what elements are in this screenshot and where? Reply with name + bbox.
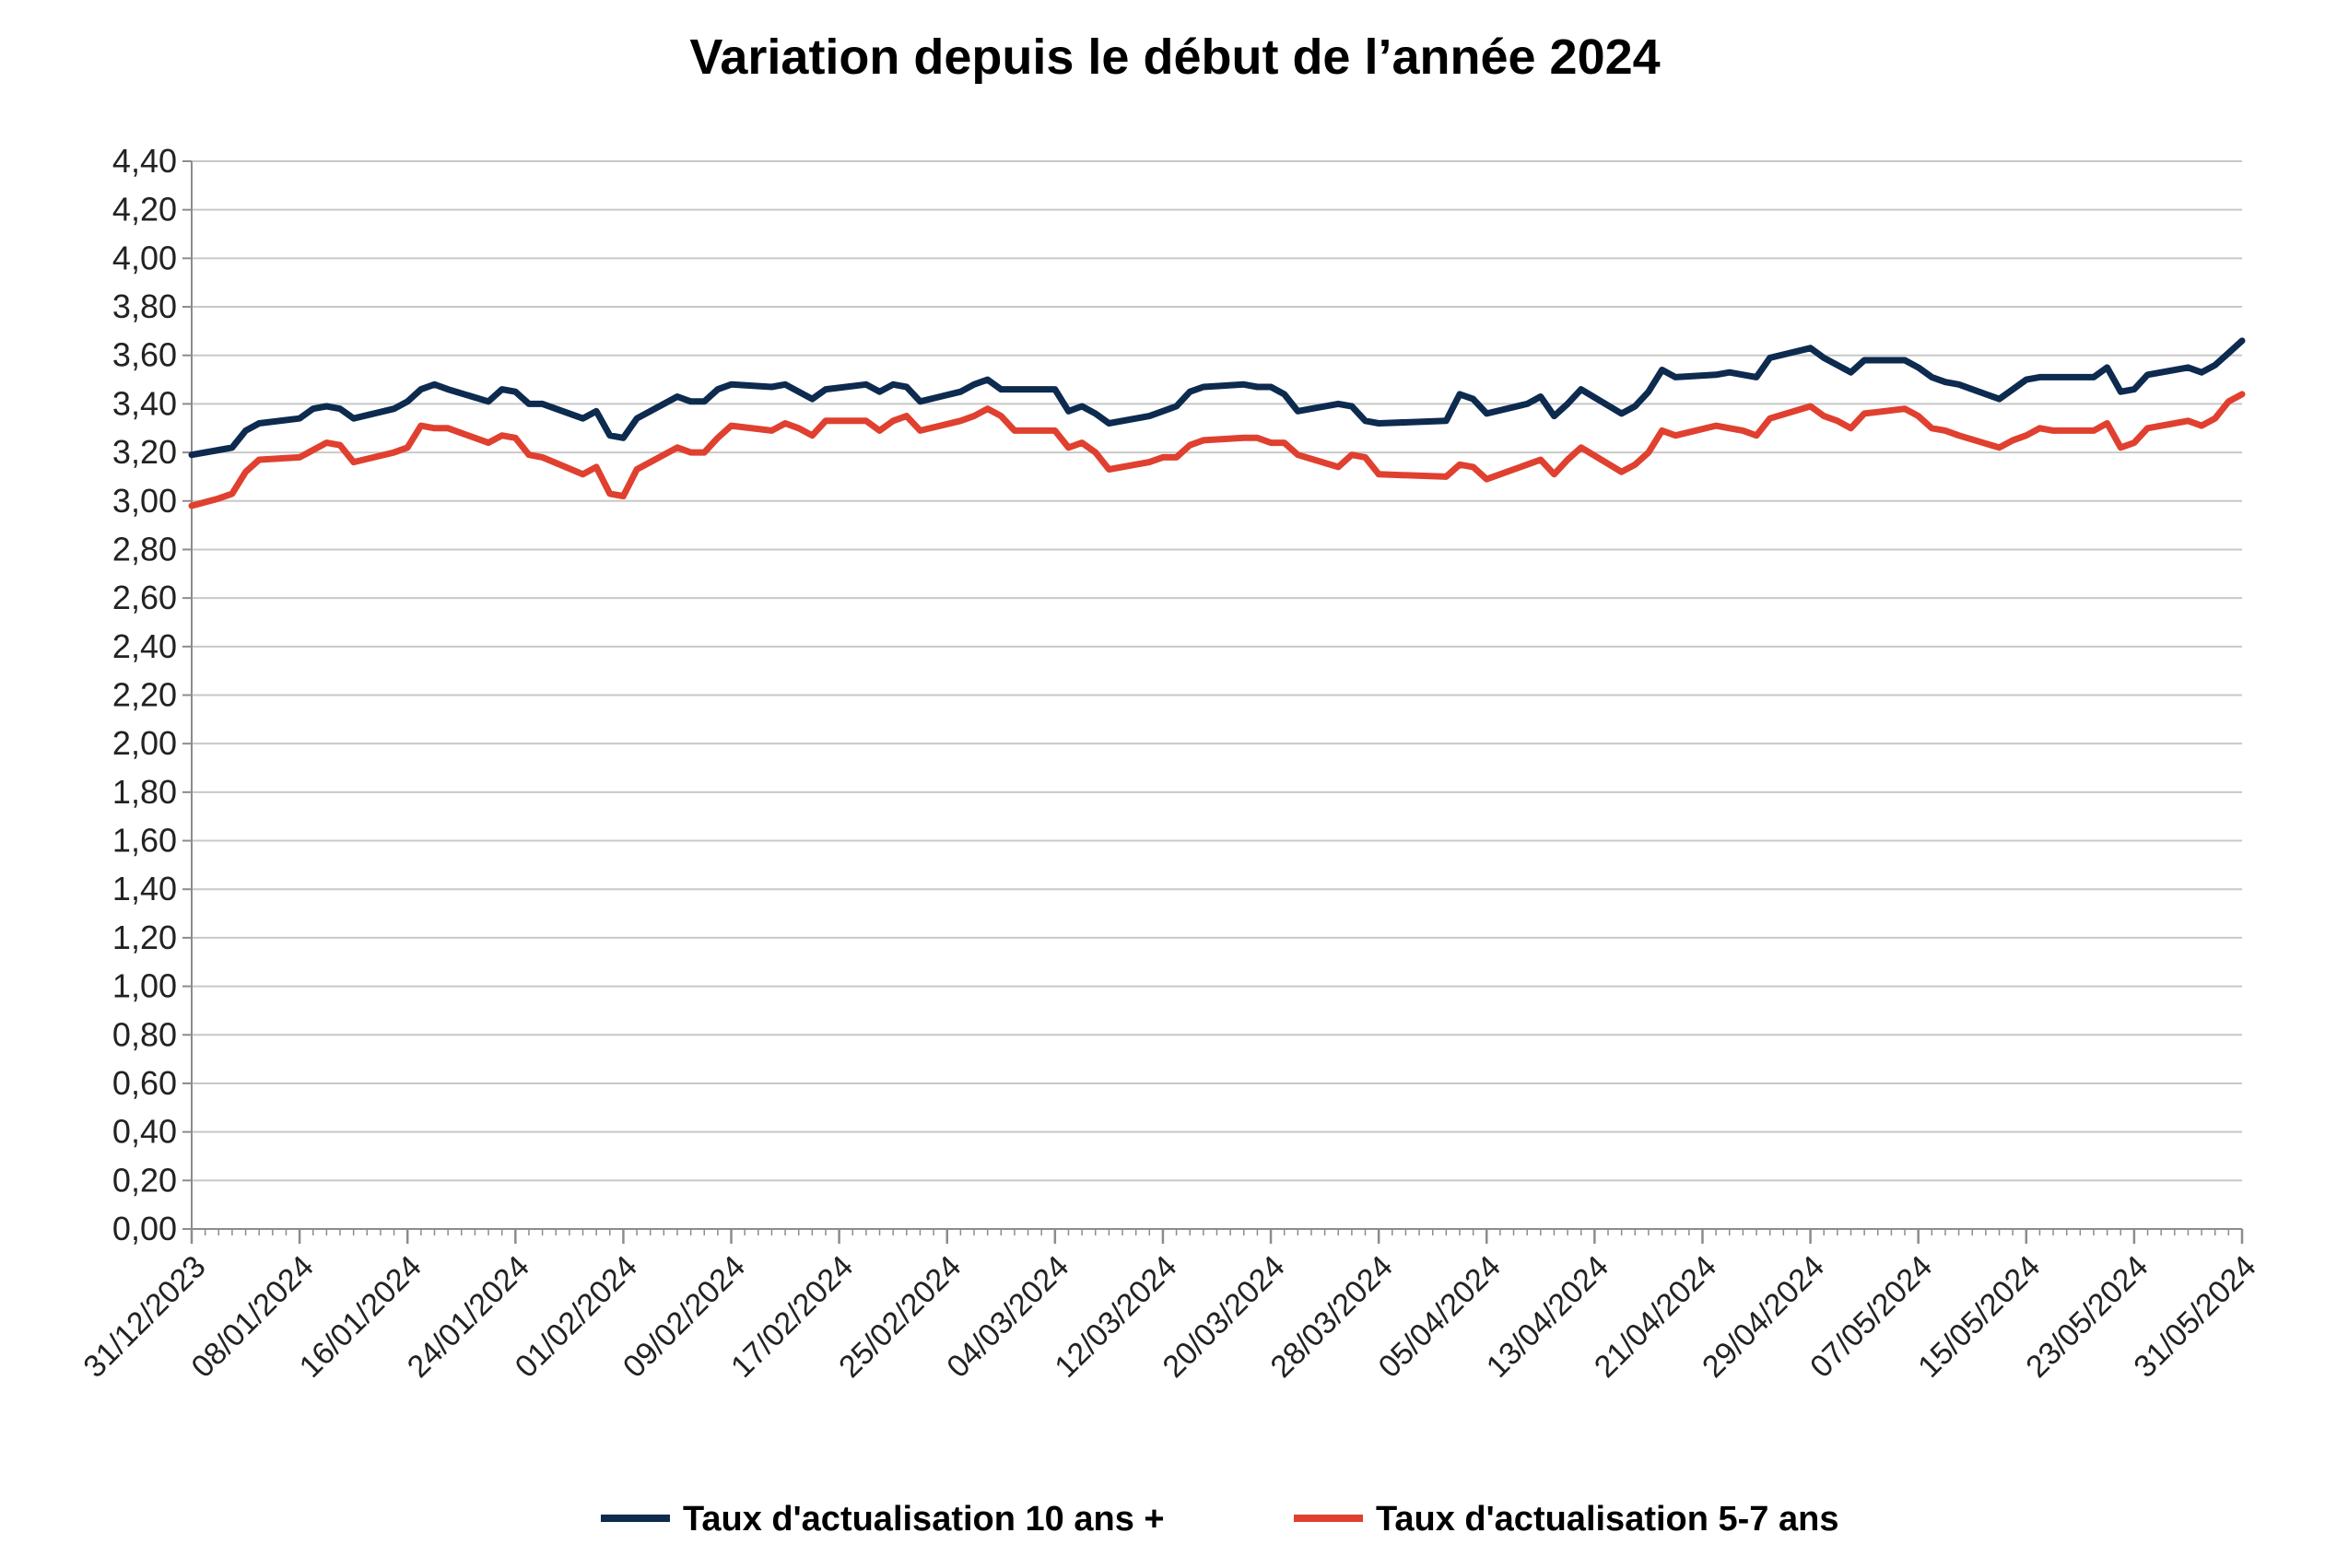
y-tick-label: 2,80 — [112, 530, 177, 568]
y-tick-label: 3,20 — [112, 433, 177, 471]
y-tick-label: 1,40 — [112, 870, 177, 907]
y-tick-label: 3,00 — [112, 482, 177, 520]
gridlines — [192, 160, 2242, 1230]
y-tick-label: 3,40 — [112, 384, 177, 422]
y-tick-label: 2,00 — [112, 724, 177, 762]
y-tick-label: 3,60 — [112, 336, 177, 374]
y-tick-label: 2,60 — [112, 579, 177, 616]
y-axis: 0,00 0,20 0,40 0,60 0,80 1,00 1,20 1,40 1,60 1,80… — [112, 142, 193, 1247]
series-lines — [188, 337, 2246, 509]
y-tick-label: 2,20 — [112, 676, 177, 714]
y-tick-label: 0,00 — [112, 1210, 177, 1247]
y-tick-label: 1,20 — [112, 919, 177, 956]
y-tick-label: 0,80 — [112, 1015, 177, 1053]
series-line-2 — [188, 391, 2246, 509]
y-tick-label: 4,40 — [112, 142, 177, 180]
y-tick-label: 1,00 — [112, 967, 177, 1005]
series-line-1 — [188, 337, 2246, 459]
y-tick-label: 3,80 — [112, 287, 177, 325]
y-tick-label: 0,20 — [112, 1161, 177, 1199]
y-tick-label: 2,40 — [112, 627, 177, 665]
y-tick-label: 1,80 — [112, 773, 177, 811]
y-tick-label: 0,60 — [112, 1064, 177, 1102]
chart-title: Variation depuis le début de l’année 202… — [689, 29, 1660, 85]
legend: Taux d'actualisation 10 ans + Taux d'actu… — [601, 1500, 1838, 1539]
y-tick-label: 4,20 — [112, 191, 177, 228]
legend-label-1: Taux d'actualisation 10 ans + — [683, 1500, 1165, 1539]
y-tick-label: 1,60 — [112, 822, 177, 860]
y-tick-label: 0,40 — [112, 1113, 177, 1151]
legend-label-2: Taux d'actualisation 5-7 ans — [1376, 1500, 1838, 1539]
y-tick-label: 4,00 — [112, 239, 177, 276]
